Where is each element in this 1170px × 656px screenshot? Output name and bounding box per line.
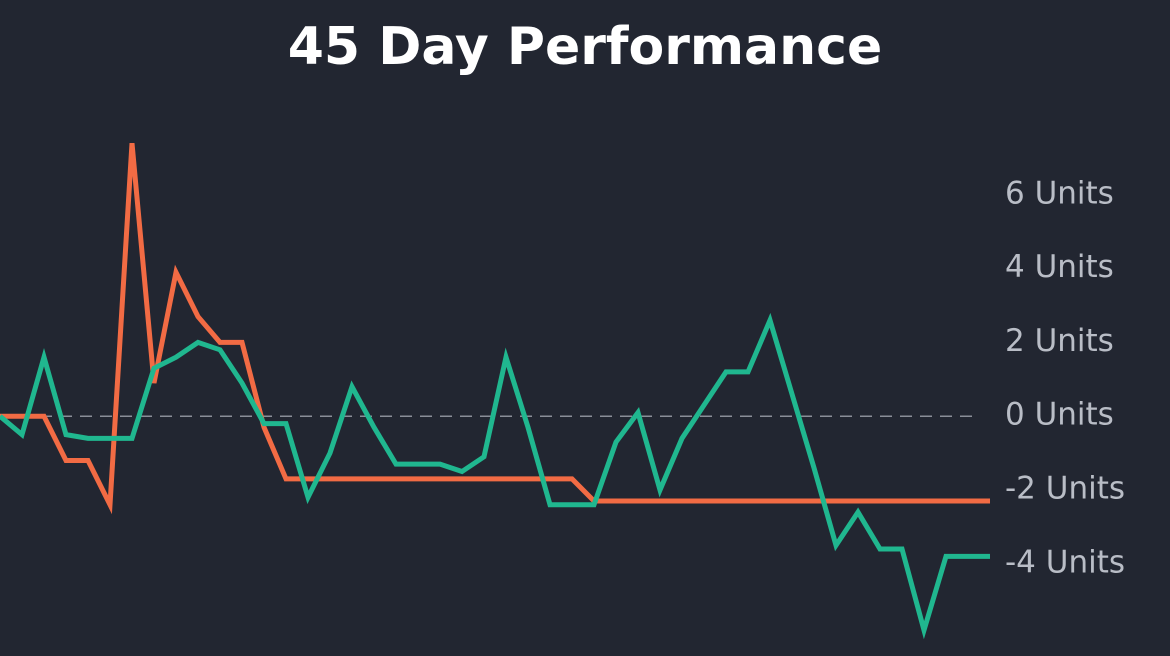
y-tick-label: -2 Units [1005,470,1125,506]
y-tick-label: 6 Units [1005,175,1114,211]
y-tick-label: 0 Units [1005,397,1114,433]
y-tick-label: -4 Units [1005,544,1125,580]
y-tick-label: 2 Units [1005,323,1114,359]
y-tick-label: 4 Units [1005,249,1114,285]
series-line [0,312,990,640]
chart-title: 45 Day Performance [288,17,883,77]
